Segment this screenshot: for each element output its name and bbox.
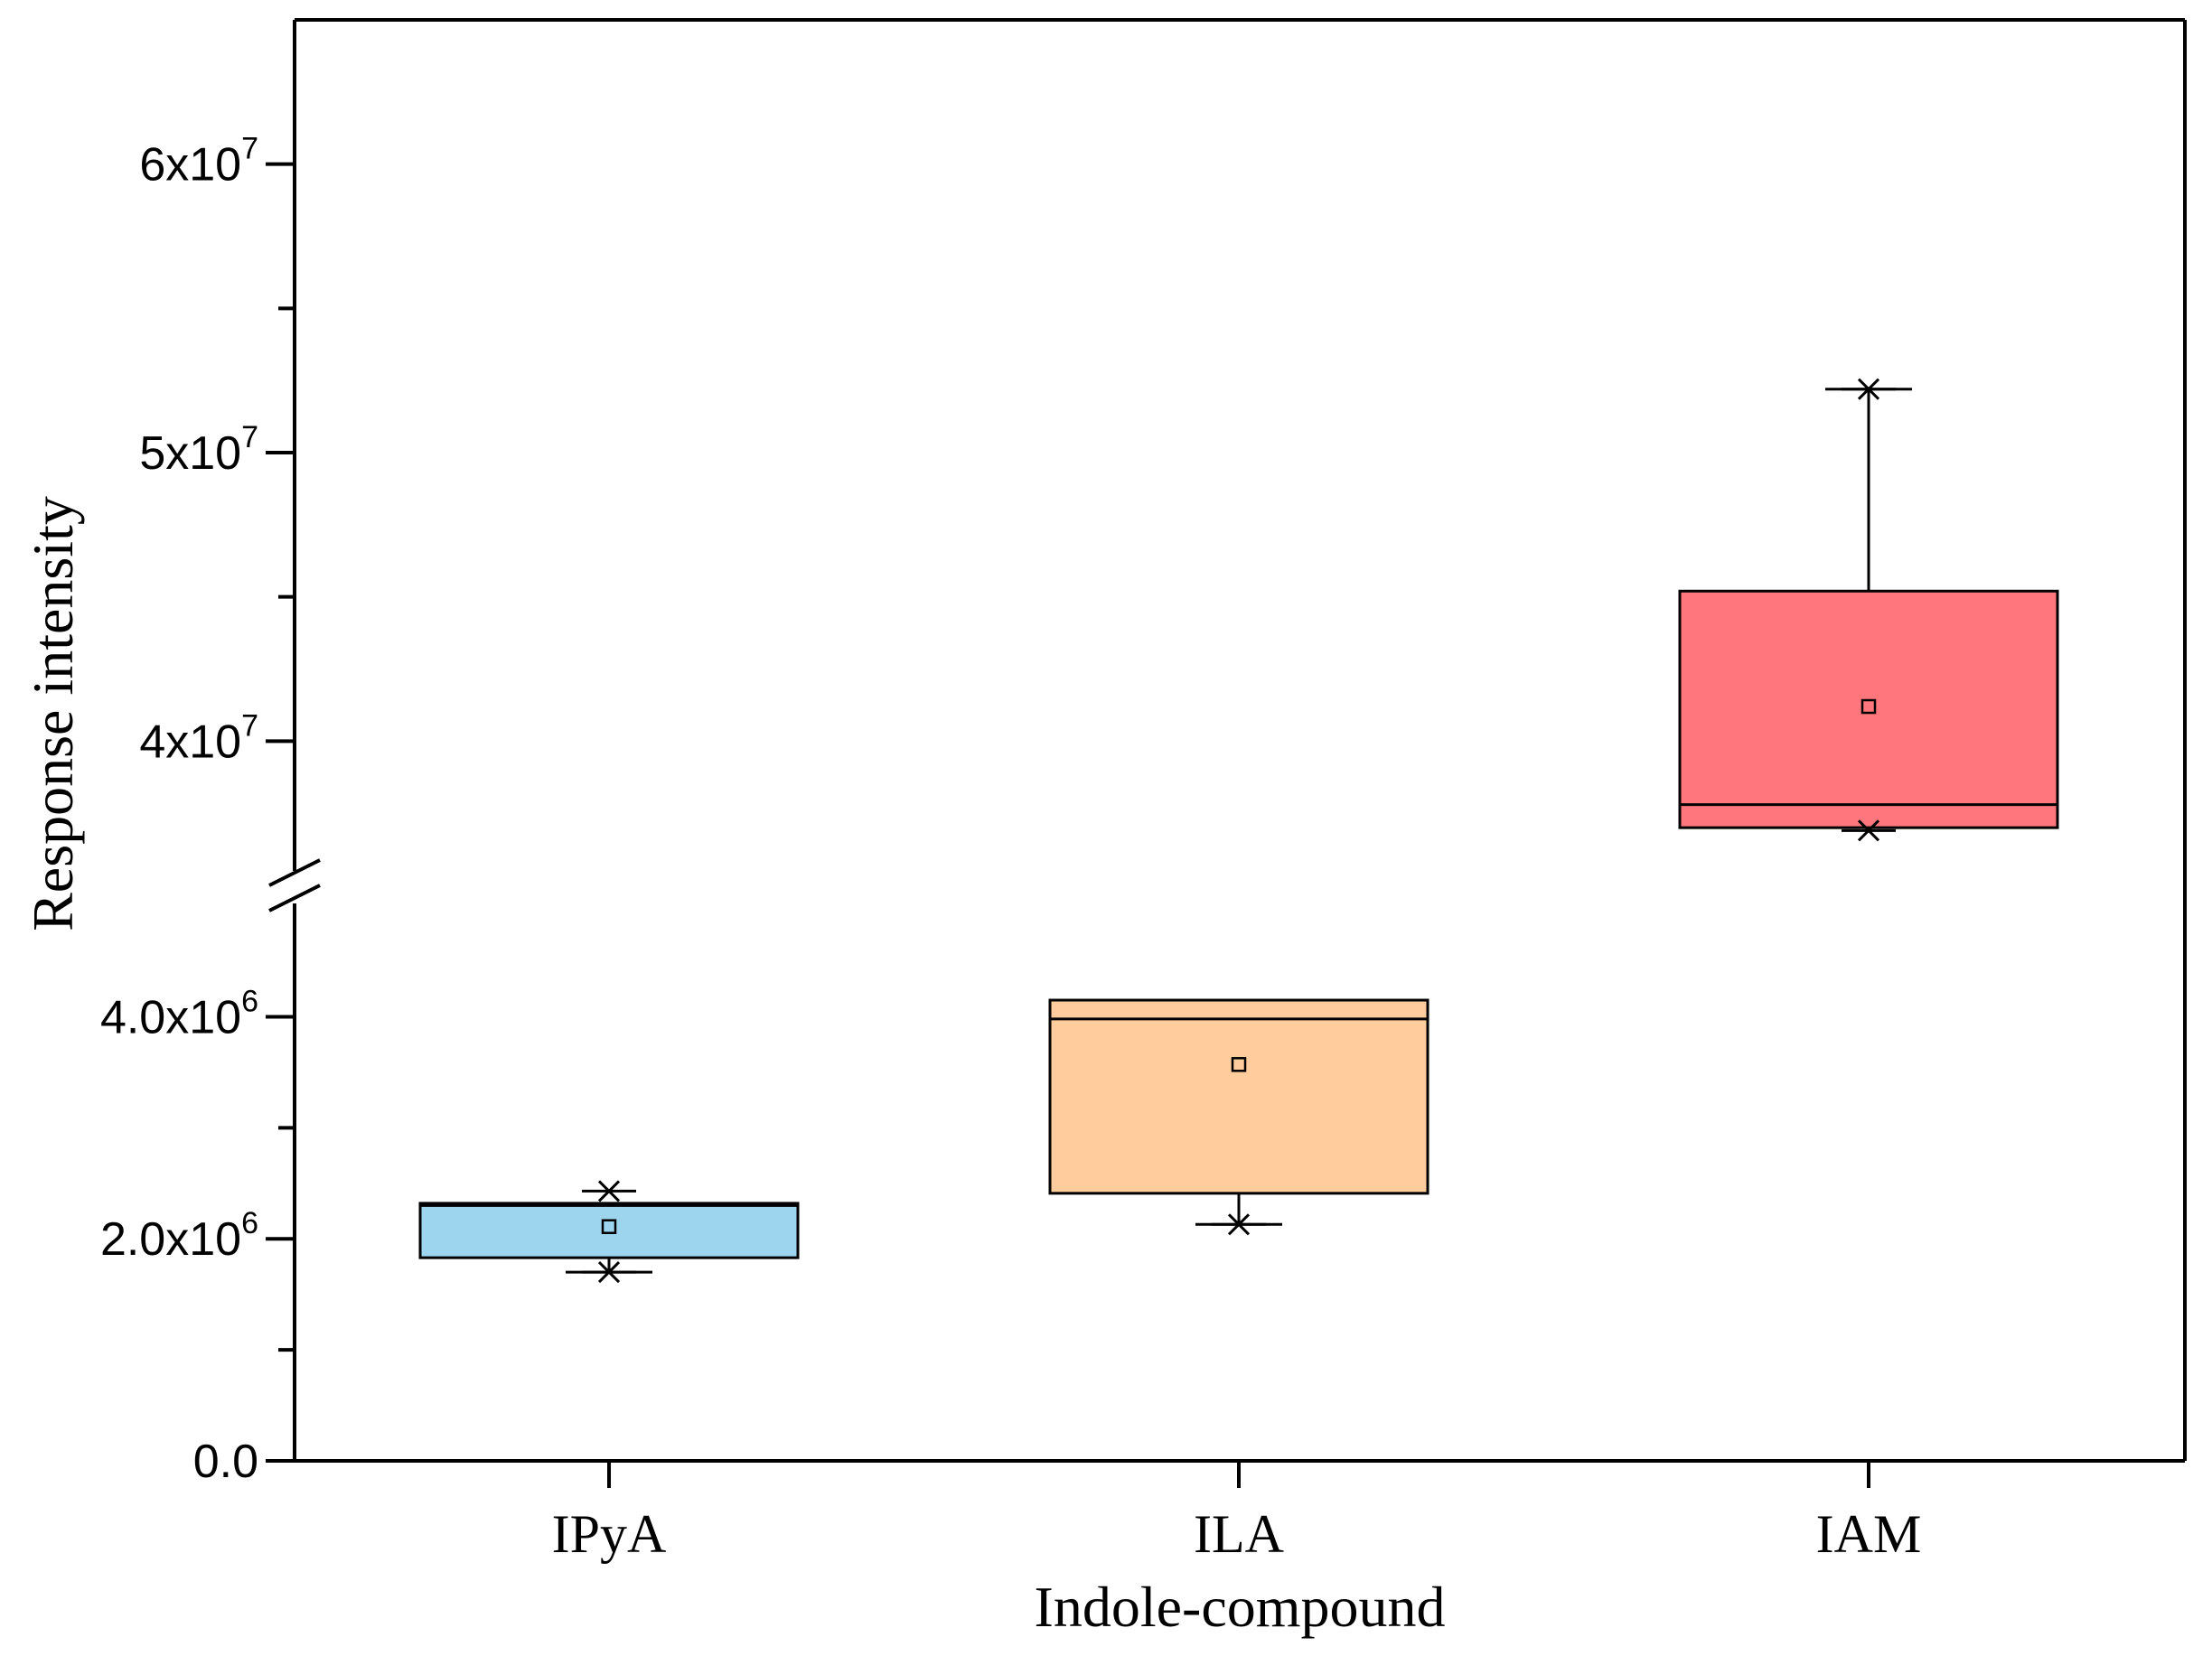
y-tick-label: 6x107 [139, 132, 258, 192]
y-axis-title: Response intensity [21, 496, 85, 931]
x-tick-label: IPyA [552, 1504, 667, 1564]
axis-break-mark [268, 884, 321, 912]
box-ILA [1048, 998, 1429, 1195]
plot-frame [295, 18, 2187, 1461]
boxes-layer [418, 378, 2059, 1284]
y-tick-label: 5x107 [139, 420, 258, 480]
box-IAM [1678, 589, 2059, 829]
mean-marker [1231, 1057, 1247, 1072]
y-tick-label: 4.0x106 [100, 984, 258, 1043]
axis-break-mark [268, 858, 321, 887]
x-tick-label: IAM [1816, 1504, 1922, 1564]
y-tick-label: 0.0 [193, 1436, 258, 1488]
mean-marker [1861, 698, 1877, 715]
y-tick-label: 2.0x106 [100, 1206, 258, 1266]
x-axis: IPyA ILA IAM [295, 1459, 2185, 1564]
box-IPyA [418, 1202, 800, 1259]
mean-marker [601, 1219, 617, 1234]
y-axis: 0.0 2.0x106 4.0x106 4x107 5x107 6x107 [100, 20, 321, 1488]
y-tick-label: 4x107 [139, 708, 258, 768]
x-tick-label: ILA [1194, 1504, 1284, 1564]
x-axis-title: Indole-compound [1035, 1575, 1446, 1639]
